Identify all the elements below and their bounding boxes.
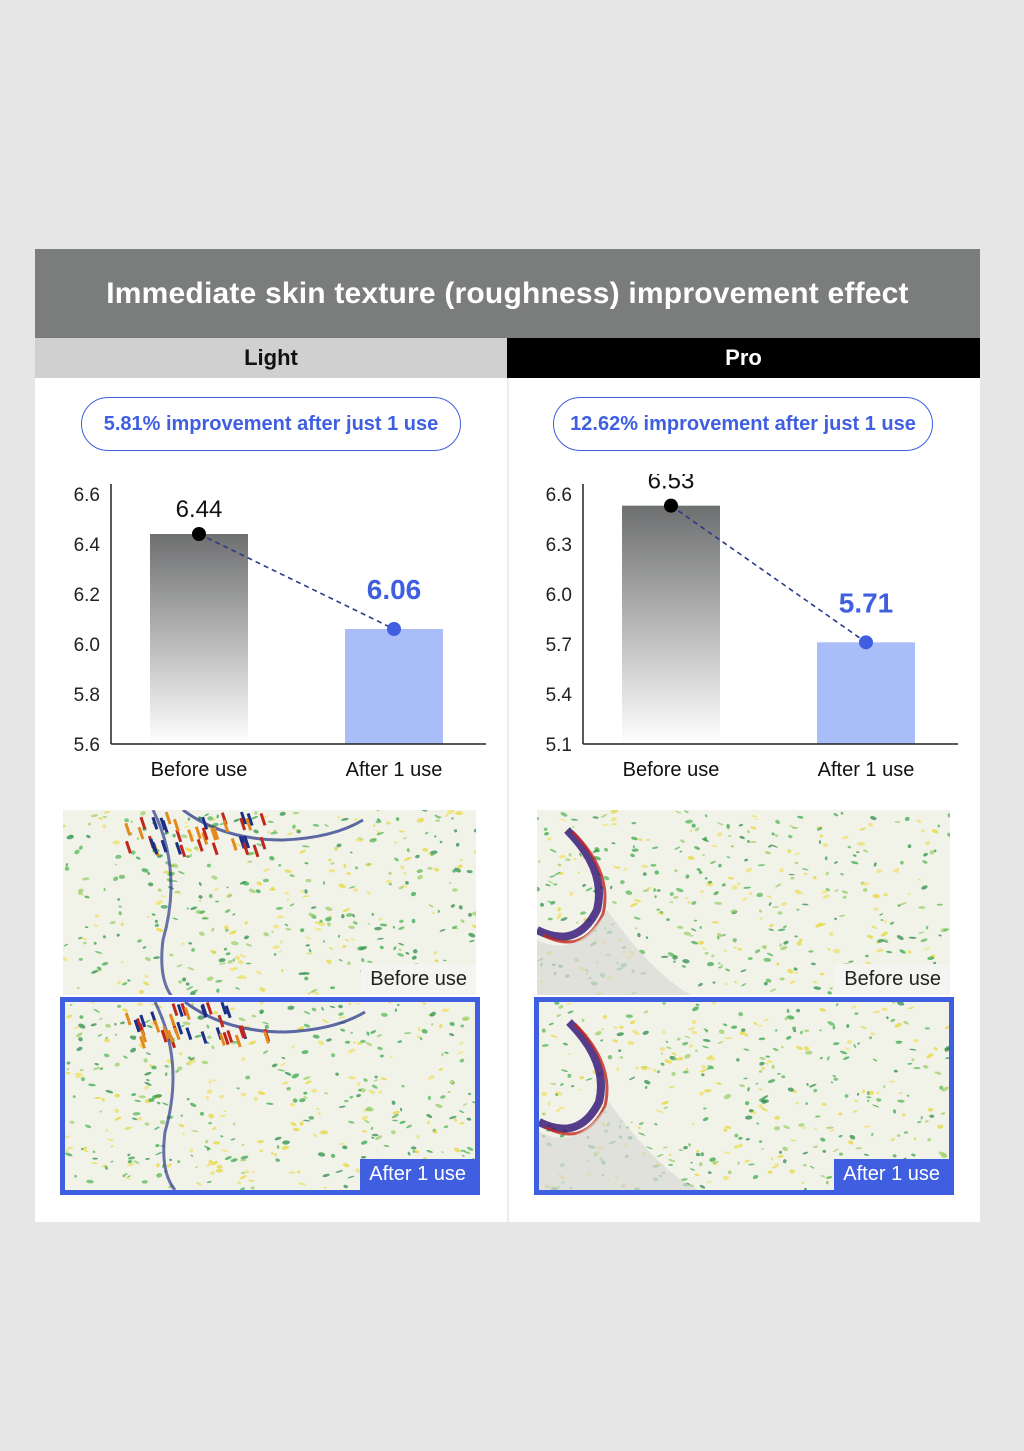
y-tick-label: 5.1 — [546, 735, 572, 756]
improvement-badge-light: 5.81% improvement after just 1 use — [81, 397, 461, 451]
point-after — [387, 622, 401, 636]
point-before — [664, 498, 678, 513]
value-label-after: 5.71 — [839, 587, 894, 618]
skin-texture-pro-after — [539, 1002, 949, 1190]
bar-before — [622, 505, 720, 744]
value-label-before: 6.53 — [648, 474, 695, 495]
column-divider — [507, 378, 509, 1222]
category-label: Before use — [623, 759, 720, 781]
y-tick-label: 6.2 — [74, 585, 100, 606]
point-after — [859, 635, 873, 650]
bar-after — [817, 642, 915, 744]
connector-line — [670, 505, 867, 643]
photo-label-after: After 1 use — [834, 1159, 949, 1190]
comparison-card: Immediate skin texture (roughness) impro… — [35, 249, 980, 1222]
y-tick-label: 6.0 — [546, 585, 572, 606]
chart-light: 6.6 6.4 6.2 6.0 5.8 5.6 6.44 6.06 Before use Afte… — [51, 474, 491, 794]
skin-image-light-after: After 1 use — [60, 997, 480, 1195]
chart-svg: 6.6 6.4 6.2 6.0 5.8 5.6 6.44 6.06 Before use Afte… — [74, 484, 486, 781]
photo-label-after: After 1 use — [360, 1159, 475, 1190]
photo-label-before: Before use — [835, 964, 950, 995]
value-label-after: 6.06 — [367, 574, 422, 605]
bar-after — [345, 629, 443, 744]
category-label: After 1 use — [346, 759, 443, 781]
column-header-pro: Pro — [507, 338, 980, 378]
category-label: After 1 use — [818, 759, 915, 781]
bar-before — [150, 534, 248, 744]
page-title: Immediate skin texture (roughness) impro… — [35, 249, 980, 338]
y-tick-label: 6.4 — [74, 535, 101, 556]
y-tick-label: 5.7 — [546, 635, 572, 656]
category-label: Before use — [151, 759, 248, 781]
y-tick-label: 6.0 — [74, 635, 100, 656]
y-tick-label: 5.4 — [546, 685, 573, 706]
improvement-badge-pro: 12.62% improvement after just 1 use — [553, 397, 933, 451]
point-before — [192, 527, 206, 541]
y-tick-label: 6.3 — [546, 535, 572, 556]
y-tick-label: 6.6 — [546, 485, 572, 506]
skin-texture-light-after — [65, 1002, 475, 1190]
value-label-before: 6.44 — [176, 496, 223, 523]
chart-pro: 6.6 6.3 6.0 5.7 5.4 5.1 6.53 5.71 Before use Afte… — [523, 468, 963, 794]
skin-image-pro-before: Before use — [537, 810, 950, 995]
column-header-light: Light — [35, 338, 507, 378]
y-tick-label: 6.6 — [74, 485, 100, 506]
skin-image-pro-after: After 1 use — [534, 997, 954, 1195]
y-tick-label: 5.8 — [74, 685, 100, 706]
y-tick-label: 5.6 — [74, 735, 100, 756]
chart-svg: 6.6 6.3 6.0 5.7 5.4 5.1 6.53 5.71 Before use Afte… — [546, 468, 958, 781]
photo-label-before: Before use — [361, 964, 476, 995]
connector-line — [198, 533, 395, 630]
skin-image-light-before: Before use — [63, 810, 476, 995]
